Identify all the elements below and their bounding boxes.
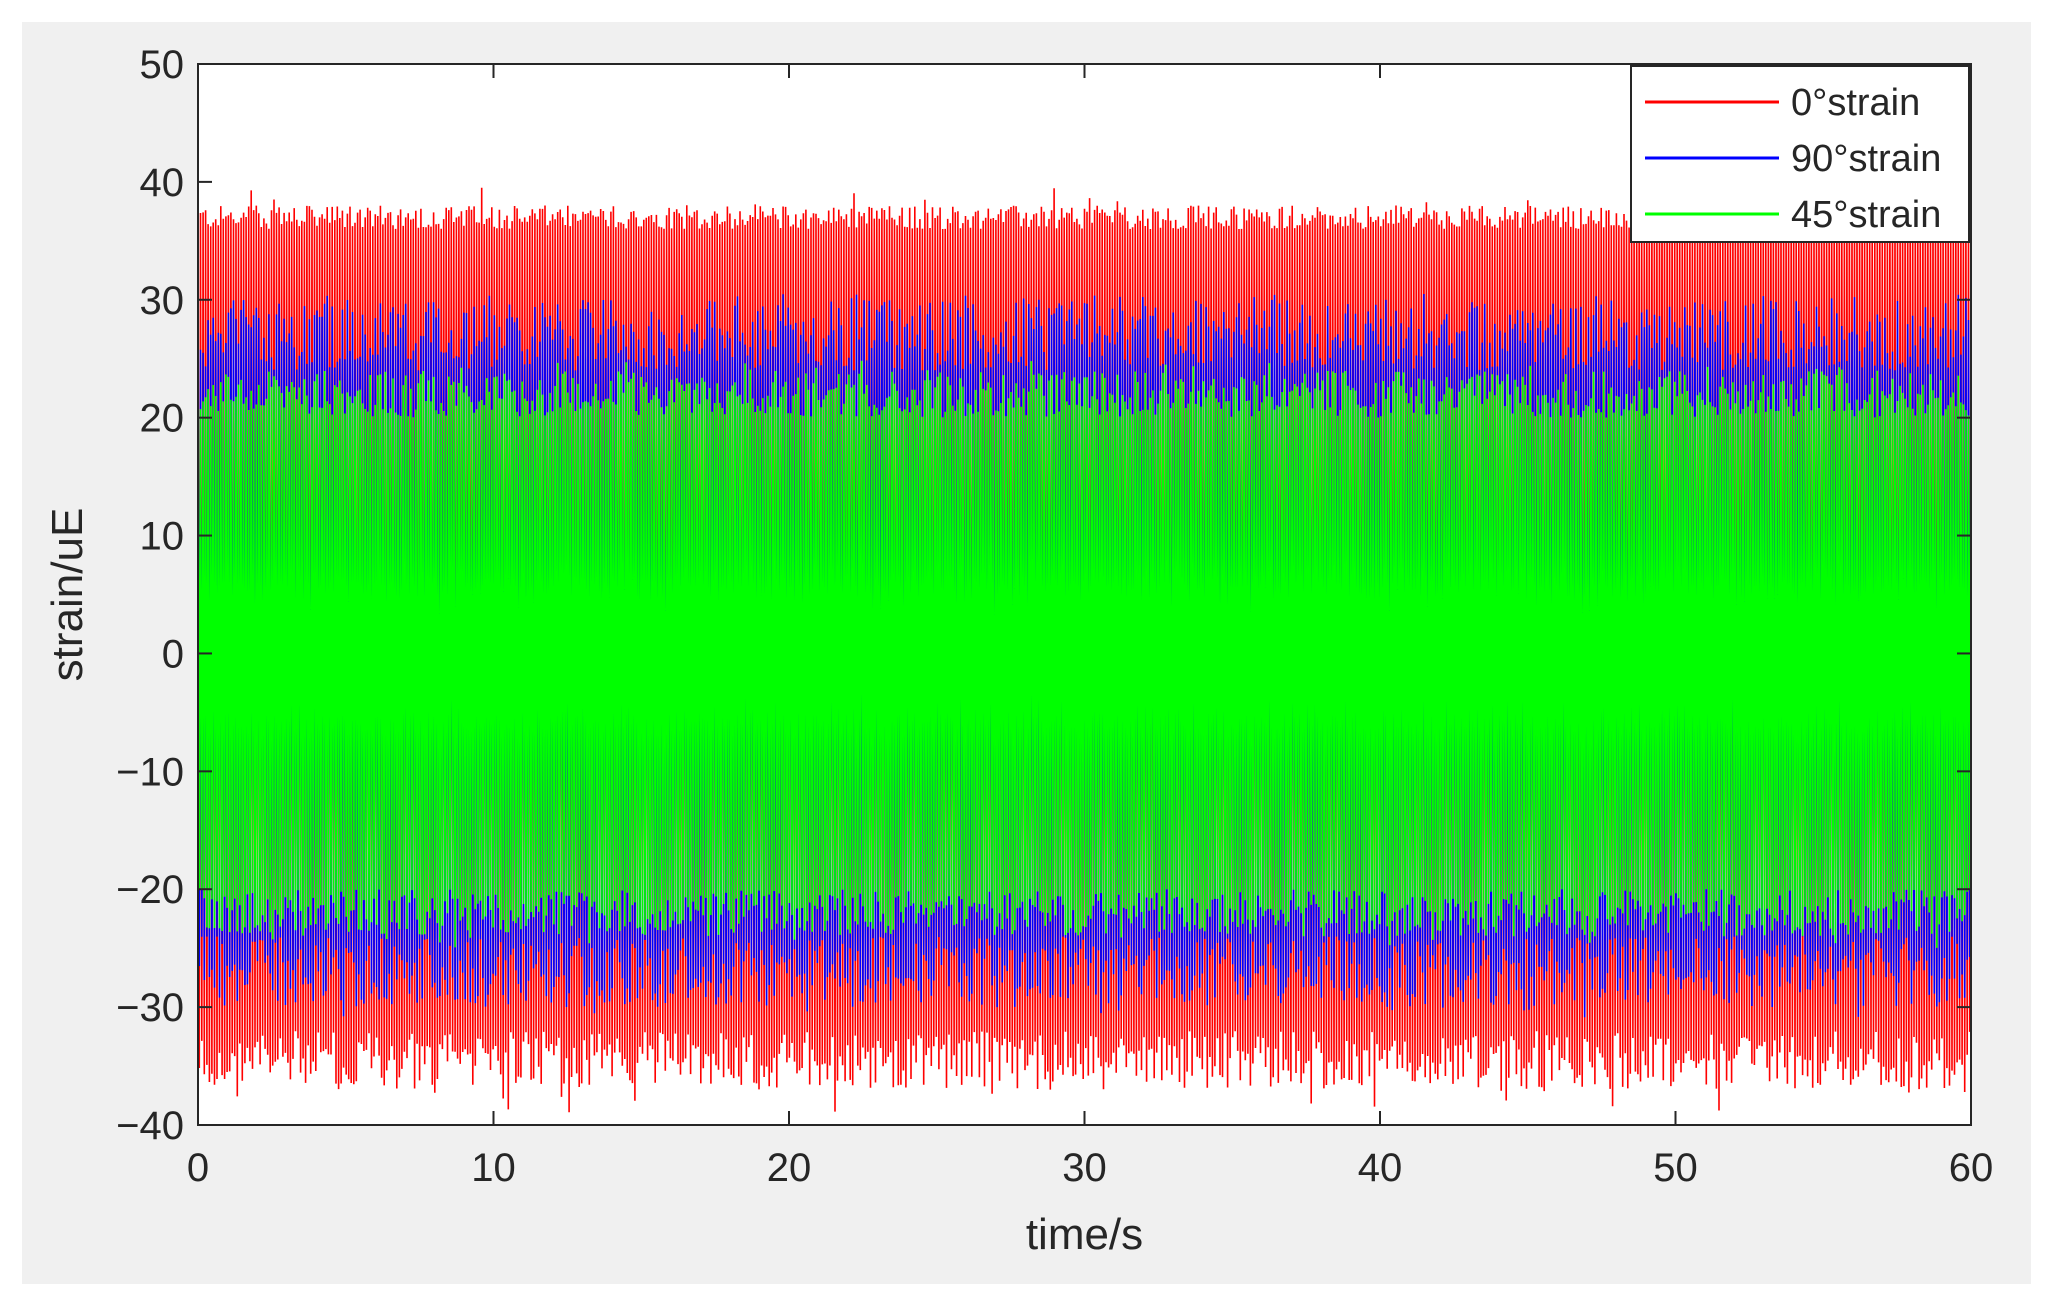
x-tick-label: 30 [1062,1146,1107,1190]
legend: 0°strain 90°strain 45°strain [1630,65,1970,243]
y-tick-label: 30 [140,279,185,323]
x-axis-label: time/s [1026,1210,1143,1259]
y-tick-label: −20 [116,868,184,912]
y-tick-label: −10 [116,750,184,794]
strain-chart: 0 10 20 30 40 50 60 −40 −30 −20 −10 0 10 20 30 40 50 tim… [43,43,1994,1259]
y-tick-label: −30 [116,986,184,1030]
x-tick-label: 20 [767,1146,812,1190]
figure-background: 0 10 20 30 40 50 60 −40 −30 −20 −10 0 10 20 30 40 50 tim… [22,22,2031,1284]
x-tick-label: 50 [1653,1146,1698,1190]
y-tick-label: 50 [140,43,185,87]
legend-label: 45°strain [1791,194,1941,236]
y-axis-label: strain/uE [43,508,92,682]
y-tick-label: 20 [140,397,185,441]
y-tick-label: −40 [116,1104,184,1148]
x-tick-label: 60 [1949,1146,1994,1190]
x-tick-label: 10 [471,1146,516,1190]
y-tick-label: 10 [140,515,185,559]
series-line-2 [197,360,1972,948]
y-tick-label: 40 [140,161,185,205]
legend-label: 90°strain [1791,138,1941,180]
y-tick-label: 0 [162,632,184,676]
x-tick-label: 40 [1358,1146,1403,1190]
legend-label: 0°strain [1791,82,1920,124]
x-tick-label: 0 [187,1146,209,1190]
